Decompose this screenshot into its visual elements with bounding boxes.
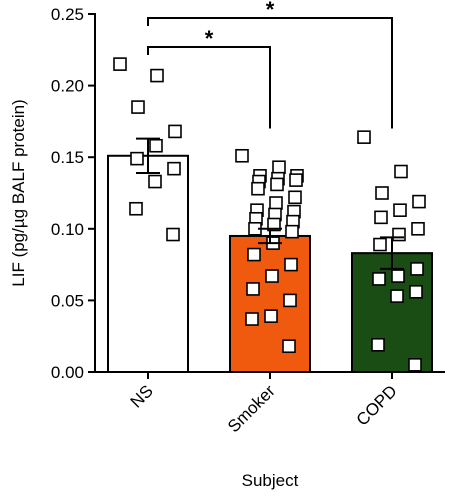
data-point xyxy=(150,68,164,83)
data-point xyxy=(245,312,259,326)
data-point xyxy=(394,164,408,179)
data-point xyxy=(390,289,404,303)
data-point xyxy=(282,339,296,354)
data-point xyxy=(283,293,297,308)
data-point xyxy=(391,269,405,283)
data-point xyxy=(131,100,145,114)
x-axis-title: Subject xyxy=(242,471,299,490)
error-bar xyxy=(258,227,282,245)
error-bar xyxy=(136,137,160,174)
data-point xyxy=(149,138,163,153)
data-point xyxy=(373,237,387,252)
significance-label: * xyxy=(205,26,214,51)
data-point xyxy=(272,160,286,175)
x-tick-label: Smoker xyxy=(224,381,279,436)
x-tick-label: NS xyxy=(127,381,157,411)
data-point xyxy=(411,222,425,236)
data-point xyxy=(113,57,127,71)
data-point xyxy=(167,161,181,176)
data-point xyxy=(235,148,249,163)
data-point xyxy=(357,130,371,144)
data-point xyxy=(393,203,407,217)
data-point xyxy=(166,227,180,242)
error-bar xyxy=(380,236,404,270)
y-tick-label: 0.00 xyxy=(51,363,84,382)
significance-bracket xyxy=(147,17,393,129)
data-point xyxy=(264,309,278,323)
data-point xyxy=(246,282,260,296)
data-point xyxy=(270,177,284,192)
data-point xyxy=(148,174,162,189)
data-point xyxy=(372,272,386,286)
data-point xyxy=(130,151,144,166)
data-point xyxy=(168,124,182,139)
data-point xyxy=(251,181,265,196)
data-point xyxy=(288,190,302,205)
data-point xyxy=(408,358,422,372)
data-point xyxy=(412,194,426,209)
data-point xyxy=(269,196,283,210)
data-point xyxy=(409,285,423,299)
data-point xyxy=(285,224,299,239)
y-tick-label: 0.05 xyxy=(51,291,84,310)
data-point xyxy=(129,201,143,216)
data-point xyxy=(289,173,303,187)
data-point xyxy=(267,217,281,232)
data-point xyxy=(410,262,424,276)
bar xyxy=(229,234,311,373)
data-point xyxy=(392,227,406,242)
y-tick-label: 0.10 xyxy=(51,220,84,239)
y-tick-label: 0.25 xyxy=(51,5,84,24)
data-point xyxy=(374,210,388,225)
bar xyxy=(107,154,189,373)
data-point xyxy=(247,247,261,262)
significance-label: * xyxy=(266,0,275,22)
y-tick-label: 0.15 xyxy=(51,148,84,167)
data-point xyxy=(371,337,385,352)
data-point xyxy=(284,257,298,272)
data-point xyxy=(375,186,389,200)
data-point xyxy=(265,269,279,283)
y-axis-title: LIF (pg/µg BALF protein) xyxy=(9,99,28,286)
x-tick-label: COPD xyxy=(353,381,401,429)
y-tick-label: 0.20 xyxy=(51,77,84,96)
significance-bracket xyxy=(147,46,271,129)
